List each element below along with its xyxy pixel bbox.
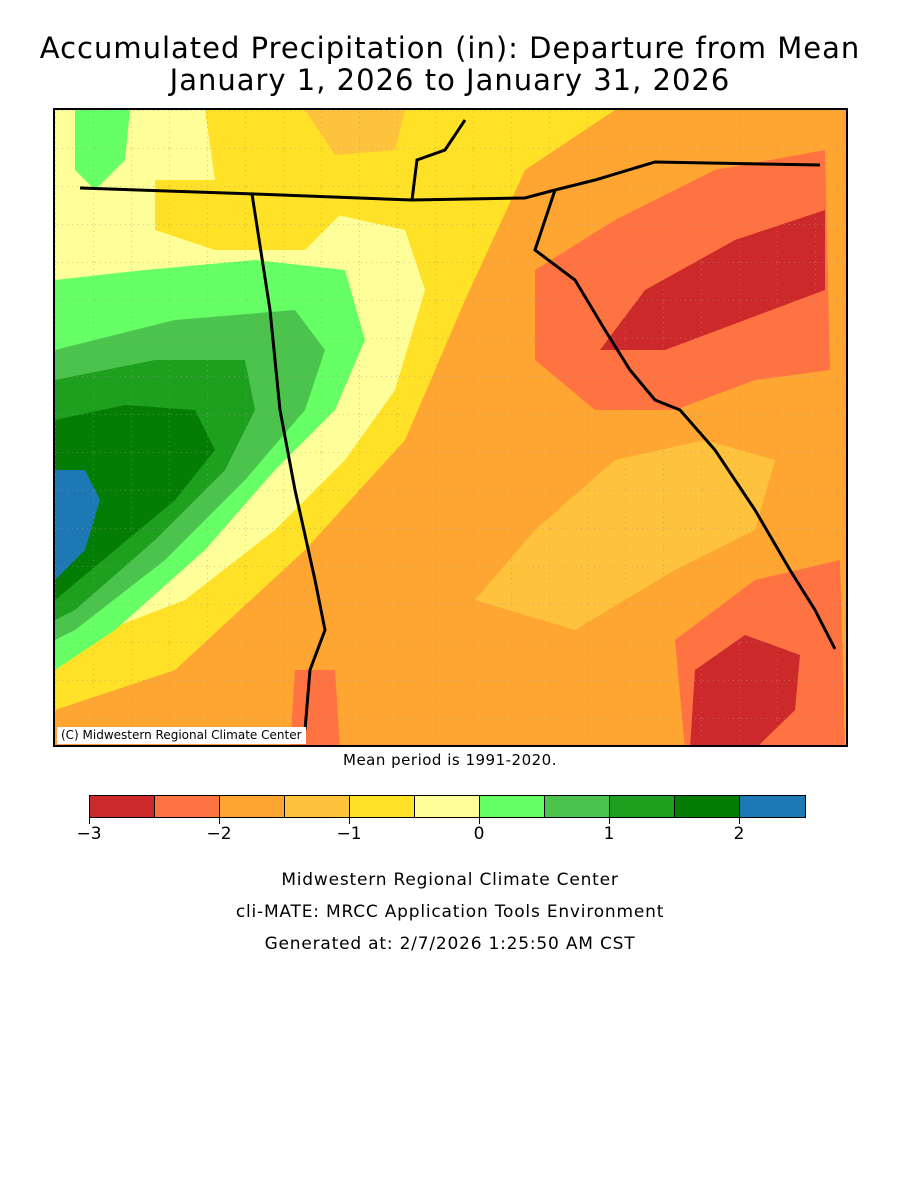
legend-tick-label: 0 <box>473 824 485 844</box>
map-canvas <box>55 110 846 745</box>
boundary-west-east <box>250 193 327 731</box>
legend-tick-label: −3 <box>76 824 102 844</box>
legend-swatch <box>350 796 415 817</box>
legend-tick-label: 1 <box>603 824 615 844</box>
legend-tick-label: −1 <box>336 824 362 844</box>
copyright-label: (C) Midwestern Regional Climate Center <box>57 727 306 744</box>
legend-swatch <box>610 796 675 817</box>
legend-swatch <box>90 796 155 817</box>
legend-swatch <box>545 796 610 817</box>
state-boundaries <box>79 119 837 731</box>
legend-swatch <box>220 796 285 817</box>
legend-tick-label: 2 <box>733 824 745 844</box>
legend-tick <box>609 816 610 824</box>
boundary-river-east <box>533 189 837 650</box>
boundary-east <box>554 160 821 192</box>
legend-tick <box>479 816 480 824</box>
mean-period-note: Mean period is 1991-2020. <box>343 751 557 769</box>
footer-org: Midwestern Regional Climate Center <box>281 870 619 890</box>
legend-tick <box>219 816 220 824</box>
legend-swatch <box>740 796 805 817</box>
legend-tick <box>739 816 740 824</box>
color-legend <box>89 795 806 818</box>
map-date-range: January 1, 2026 to January 31, 2026 <box>169 63 731 97</box>
footer-generated: Generated at: 2/7/2026 1:25:50 AM CST <box>264 934 636 954</box>
legend-tick <box>89 816 90 824</box>
legend-swatch <box>155 796 220 817</box>
legend-swatch <box>285 796 350 817</box>
precipitation-departure-map <box>53 108 848 747</box>
legend-swatch <box>415 796 480 817</box>
boundary-north-stub <box>410 119 467 201</box>
legend-swatch <box>480 796 545 817</box>
county-grid <box>55 110 846 745</box>
footer-tool: cli-MATE: MRCC Application Tools Environ… <box>235 902 665 922</box>
map-title: Accumulated Precipitation (in): Departur… <box>39 31 861 65</box>
legend-tick <box>349 816 350 824</box>
legend-swatch <box>675 796 740 817</box>
legend-tick-label: −2 <box>206 824 232 844</box>
